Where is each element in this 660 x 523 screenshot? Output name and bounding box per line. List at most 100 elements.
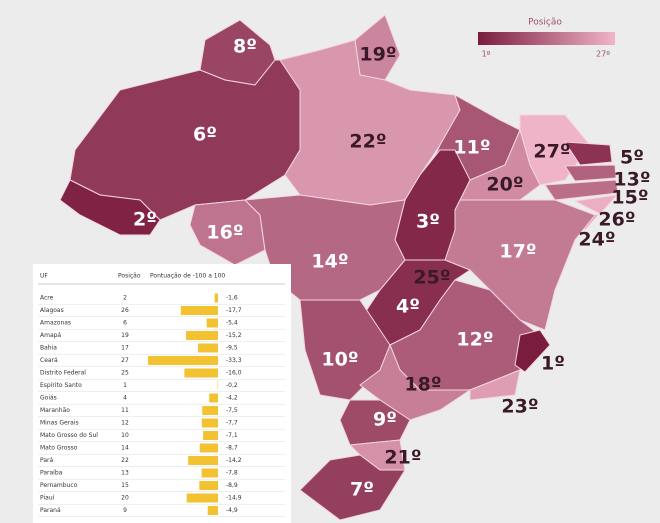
score-bar — [206, 318, 218, 328]
score-label: -15,2 — [226, 332, 242, 339]
state-rank-label: 27º — [533, 141, 570, 163]
score-label: -7,7 — [226, 420, 238, 427]
uf-name: Maranhão — [40, 407, 70, 414]
state-rank-label: 24º — [578, 229, 615, 251]
uf-name: Pernambuco — [40, 482, 78, 489]
uf-name: Paraíba — [40, 470, 63, 477]
legend-gradient — [478, 32, 615, 45]
state — [514, 329, 551, 373]
state-rank-label: 23º — [501, 396, 538, 418]
uf-name: Piauí — [40, 495, 55, 502]
state — [444, 199, 596, 331]
state-rank-label: 22º — [349, 131, 386, 153]
state-rank-label: 5º — [620, 147, 644, 169]
state-rank-label: 9º — [373, 409, 397, 431]
score-bar — [198, 343, 218, 353]
score-label: -16,0 — [226, 370, 242, 377]
score-bar — [202, 406, 218, 415]
legend-title: Posição — [528, 18, 562, 28]
score-label: -9,5 — [226, 345, 238, 352]
position: 4 — [123, 395, 127, 402]
score-label: -17,7 — [226, 307, 242, 314]
state — [59, 179, 161, 236]
position: 12 — [121, 420, 129, 427]
state — [564, 164, 617, 182]
state-rank-label: 4º — [396, 296, 420, 318]
state-rank-label: 26º — [598, 209, 635, 231]
score-bar — [199, 443, 218, 453]
state-rank-label: 3º — [416, 211, 440, 233]
table-background — [33, 264, 291, 523]
score-bar — [199, 481, 218, 490]
state-rank-label: 20º — [486, 174, 523, 196]
position: 17 — [121, 345, 129, 352]
position: 9 — [123, 507, 127, 514]
score-label: -4,2 — [226, 395, 238, 402]
state — [359, 343, 472, 421]
position: 11 — [121, 407, 129, 414]
state — [544, 179, 619, 201]
score-bar — [209, 393, 218, 403]
score-label: -1,6 — [226, 295, 238, 302]
uf-name: Mato Grosso do Sul — [40, 432, 98, 439]
uf-name: Minas Gerais — [40, 420, 79, 427]
score-bar — [201, 418, 218, 428]
score-bar — [186, 331, 218, 340]
position: 22 — [121, 457, 129, 464]
legend-min: 1º — [482, 50, 491, 59]
position: 6 — [123, 320, 127, 327]
uf-name: Mato Grosso — [40, 445, 78, 452]
score-bar — [186, 493, 218, 503]
state-rank-label: 25º — [413, 267, 450, 289]
score-label: -14,9 — [226, 495, 242, 502]
state-rank-label: 21º — [384, 447, 421, 469]
score-bar — [203, 431, 218, 440]
state-rank-label: 8º — [233, 36, 257, 58]
score-bar — [184, 368, 218, 378]
position: 27 — [121, 357, 129, 364]
score-label: -4,9 — [226, 507, 238, 514]
state — [573, 194, 619, 215]
state-rank-label: 6º — [193, 124, 217, 146]
position: 26 — [121, 307, 129, 314]
uf-name: Bahia — [40, 345, 57, 352]
state-rank-label: 16º — [206, 222, 243, 244]
uf-name: Amazonas — [40, 320, 71, 327]
score-bar — [148, 356, 218, 365]
score-label: -7,5 — [226, 407, 238, 414]
state-rank-label: 13º — [613, 169, 650, 191]
table: UF Posição Pontuação de -100 a 100 Acre 2 -1,… — [33, 264, 291, 523]
position: 14 — [121, 445, 129, 452]
position: 1 — [123, 382, 127, 389]
state-rank-label: 15º — [611, 187, 648, 209]
uf-name: Goiás — [40, 395, 57, 402]
uf-name: Alagoas — [40, 307, 64, 314]
score-label: -8,9 — [226, 482, 238, 489]
state-rank-label: 1º — [541, 353, 565, 375]
score-label: -5,4 — [226, 320, 238, 327]
uf-name: Acre — [40, 295, 54, 302]
score-bar — [201, 468, 218, 478]
state — [564, 141, 613, 166]
score-bar — [207, 506, 218, 515]
uf-name: Paraná — [40, 507, 61, 514]
state-rank-label: 14º — [311, 251, 348, 273]
score-bar — [188, 456, 218, 465]
state-rank-label: 10º — [321, 349, 358, 371]
score-label: -14,2 — [226, 457, 242, 464]
position: 20 — [121, 495, 129, 502]
score-label: -7,1 — [226, 432, 238, 439]
state — [299, 454, 406, 521]
uf-name: Amapá — [40, 332, 61, 339]
table-header: Posição — [118, 273, 141, 280]
state-rank-label: 19º — [359, 44, 396, 66]
score-bar — [214, 293, 218, 303]
legend-max: 27º — [596, 50, 610, 59]
position: 13 — [121, 470, 129, 477]
state-rank-label: 11º — [453, 137, 490, 159]
position: 2 — [123, 295, 127, 302]
state-rank-label: 12º — [456, 329, 493, 351]
position: 19 — [121, 332, 129, 339]
state-rank-label: 2º — [133, 209, 157, 231]
